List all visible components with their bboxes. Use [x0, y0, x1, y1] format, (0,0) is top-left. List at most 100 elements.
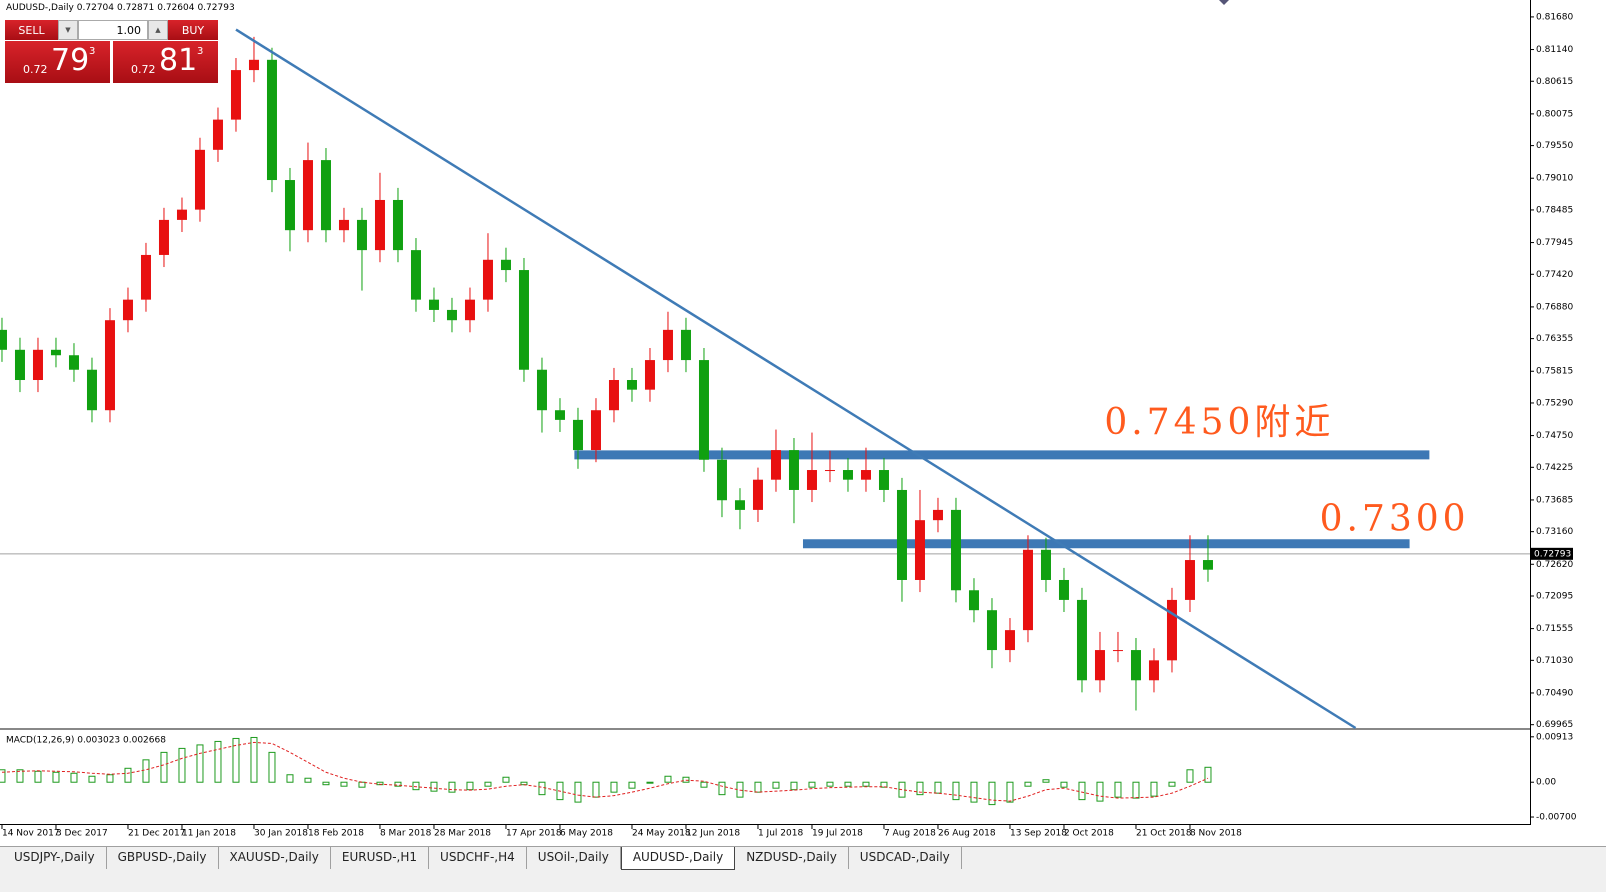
y-tick-label: 0.00 [1536, 778, 1556, 788]
x-tick-label: 19 Jul 2018 [812, 829, 863, 839]
bid-price[interactable]: 0.72 79 3 [5, 41, 110, 83]
y-tick-label: 0.76355 [1536, 334, 1573, 344]
candle-body [914, 520, 925, 580]
candle-body [788, 450, 799, 490]
candle-body [968, 590, 979, 611]
chart-tab[interactable]: NZDUSD-,Daily [735, 847, 849, 869]
y-tick-label: 0.72620 [1536, 560, 1573, 570]
macd-bar [124, 767, 132, 783]
candle-body [410, 250, 421, 300]
macd-bar [574, 781, 582, 803]
y-tick-label: 0.79550 [1536, 141, 1573, 151]
candle-body [572, 419, 583, 451]
x-tick-label: 18 Feb 2018 [308, 829, 364, 839]
candle-body [626, 380, 637, 390]
y-tick-label: 0.81680 [1536, 12, 1573, 22]
signal-line [1, 741, 1209, 802]
candle-body [86, 369, 97, 411]
lot-input[interactable]: 1.00 [78, 20, 148, 40]
macd-bar [1060, 781, 1068, 788]
macd-bar [502, 776, 510, 783]
sell-button[interactable]: SELL [5, 20, 58, 40]
x-tick-label: 24 May 2018 [632, 829, 691, 839]
ohlc: 0.72604 [157, 3, 195, 13]
chart-tab[interactable]: XAUUSD-,Daily [219, 847, 331, 869]
candle-body [1076, 599, 1087, 681]
current-price-label: 0.72793 [1534, 549, 1571, 559]
chart-header: AUDUSD-,Daily 0.72704 0.72871 0.72604 0.7279… [6, 3, 238, 13]
candle-body [338, 219, 349, 231]
candle-body [824, 470, 835, 472]
macd-bar [1186, 769, 1194, 783]
candle-body [68, 355, 79, 370]
candle-body [176, 209, 187, 220]
chart-tab[interactable]: USDCHF-,H4 [429, 847, 527, 869]
y-tick-label: 0.80615 [1536, 77, 1573, 87]
macd-bar [1078, 781, 1086, 801]
macd-bar [1114, 781, 1122, 798]
candle-body [554, 410, 565, 420]
macd-bar [538, 781, 546, 796]
lot-down[interactable]: ▼ [58, 20, 78, 40]
buy-button[interactable]: BUY [168, 20, 218, 40]
macd-bar [628, 781, 636, 789]
macd-bar [232, 737, 240, 783]
ask-price[interactable]: 0.72 81 3 [113, 41, 218, 83]
candle-body [140, 254, 151, 300]
chart-tab[interactable]: AUDUSD-,Daily [620, 847, 736, 870]
x-tick-label: 1 Jul 2018 [758, 829, 803, 839]
shift-marker [1219, 0, 1229, 5]
price-fraction: 3 [89, 46, 96, 57]
macd-bar [88, 775, 96, 783]
macd-bar [808, 781, 816, 788]
candle-body [734, 500, 745, 510]
macd-bar [1168, 781, 1176, 787]
macd-bar [1096, 781, 1104, 802]
macd-bar [1024, 781, 1032, 787]
macd-bar [250, 736, 258, 783]
ohlc: 0.72793 [197, 3, 235, 13]
candle-body [284, 180, 295, 231]
macd-bar [700, 781, 708, 788]
macd-bar [322, 781, 330, 786]
candle-body [1202, 560, 1213, 570]
candle-body [1022, 549, 1033, 631]
x-tick-label: 21 Dec 2017 [128, 829, 186, 839]
y-tick-label: 0.73685 [1536, 495, 1573, 505]
chart-tab[interactable]: USDCAD-,Daily [849, 847, 962, 869]
macd-bar [646, 781, 654, 784]
x-tick-label: 6 May 2018 [560, 829, 613, 839]
macd-bar [16, 769, 24, 783]
lot-up[interactable]: ▲ [148, 20, 168, 40]
macd-bar [1204, 766, 1212, 783]
macd-bar [106, 774, 114, 783]
candle-body [896, 489, 907, 580]
candle-body [122, 299, 133, 321]
macd-bar [412, 781, 420, 791]
ohlc: 0.72871 [117, 3, 155, 13]
macd-bar [826, 781, 834, 787]
candle-body [302, 160, 313, 231]
candle-body [230, 70, 241, 120]
candle-body [158, 219, 169, 255]
chart-tab[interactable]: GBPUSD-,Daily [107, 847, 219, 869]
macd-bar [682, 776, 690, 783]
macd-bar [304, 777, 312, 783]
indicator-title: MACD(12,26,9) 0.003023 0.002668 [6, 736, 166, 746]
candle-body [482, 259, 493, 300]
ohlc: 0.72704 [76, 3, 115, 13]
macd-bar [0, 769, 6, 783]
price-pips: 79 [51, 43, 90, 78]
price-pips: 81 [159, 43, 198, 78]
x-tick-label: 7 Aug 2018 [884, 829, 936, 839]
macd-bar [448, 781, 456, 793]
macd-bar [610, 781, 618, 793]
macd-bar [178, 747, 186, 783]
macd-bar [484, 781, 492, 787]
chart-tab[interactable]: USOil-,Daily [527, 847, 621, 869]
y-tick-label: 0.74750 [1536, 431, 1573, 441]
chart-tab[interactable]: USDJPY-,Daily [3, 847, 107, 869]
x-tick-label: 11 Jan 2018 [182, 829, 236, 839]
chart-tab[interactable]: EURUSD-,H1 [331, 847, 430, 869]
